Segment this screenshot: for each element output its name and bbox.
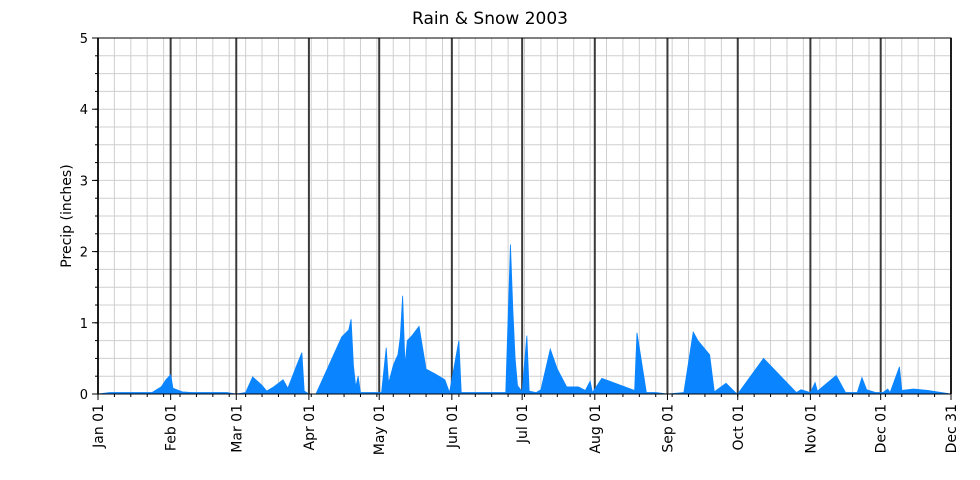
grid-minor [98,38,951,394]
x-tick-label: Sep 01 [660,404,676,453]
x-tick-label: Oct 01 [731,404,747,450]
x-tick-label: May 01 [372,404,388,455]
area-series [97,244,952,395]
x-tick-label: Aug 01 [588,404,604,454]
y-tick-label: 5 [80,32,88,47]
x-axis: Jan 01 Feb 01 Mar 01 Apr 01 May 01 Jun 01 Jul … [91,394,960,455]
x-tick-label: Jan 01 [91,404,107,449]
y-axis: 0 1 2 3 4 5 [80,32,98,403]
x-tick-label: Mar 01 [229,404,245,453]
y-tick-label: 0 [80,388,88,403]
x-tick-label: Dec 01 [874,404,890,453]
x-tick-label: Dec 31 [944,404,960,453]
x-tick-label: Apr 01 [302,404,318,450]
x-tick-label: Jun 01 [445,404,461,449]
chart-title: Rain & Snow 2003 [412,9,568,29]
precip-area [97,244,952,395]
y-tick-label: 4 [80,103,88,118]
y-tick-label: 1 [80,317,88,332]
x-tick-label: Jul 01 [515,404,531,444]
x-tick-label: Nov 01 [803,404,819,454]
y-tick-label: 3 [80,174,88,189]
x-tick-label: Feb 01 [164,404,180,451]
y-axis-label: Precip (inches) [59,164,75,267]
y-tick-label: 2 [80,246,88,261]
